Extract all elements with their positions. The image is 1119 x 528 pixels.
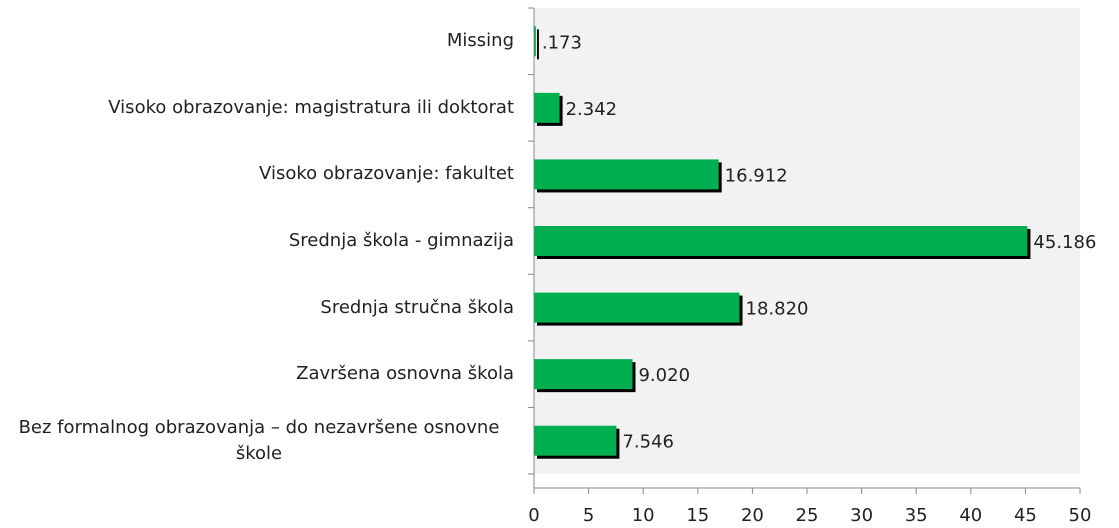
- value-label: 16.912: [725, 165, 788, 186]
- value-label: 9.020: [638, 365, 690, 386]
- y-tick-label: Visoko obrazovanje: magistratura ili dok…: [4, 95, 514, 121]
- bar: [534, 226, 1028, 256]
- y-tick-label: Srednja škola - gimnazija: [4, 228, 514, 254]
- x-tick-label: 40: [959, 505, 982, 526]
- bar: [534, 292, 740, 323]
- value-label: 45.186: [1033, 232, 1096, 253]
- y-tick-label-text: Srednja stručna škola: [320, 296, 514, 318]
- x-tick-label: 0: [528, 505, 539, 526]
- y-tick-label: Završena osnovna škola: [4, 361, 514, 387]
- x-tick-label: 30: [850, 505, 873, 526]
- bar: [534, 159, 719, 190]
- x-tick-label: 45: [1014, 505, 1037, 526]
- x-tick-label: 15: [686, 505, 709, 526]
- y-tick-label-text: Srednja škola - gimnazija: [288, 230, 514, 251]
- y-tick-label-text: Missing: [446, 30, 514, 52]
- value-label: 2.342: [566, 99, 618, 120]
- y-tick-label-text: Završena osnovna škola: [296, 363, 514, 385]
- x-tick-label: 10: [632, 505, 655, 526]
- bar: [534, 92, 560, 123]
- value-label: .173: [542, 32, 582, 53]
- y-tick-label: Missing: [4, 28, 514, 54]
- y-tick-label-text: Bez formalnog obrazovanja – do nezavršen…: [18, 416, 500, 464]
- value-label: 18.820: [746, 299, 809, 320]
- y-tick-label: Srednja stručna škola: [4, 295, 514, 321]
- x-tick-label: 50: [1069, 505, 1092, 526]
- x-tick-label: 35: [905, 505, 928, 526]
- y-tick-label-text: Visoko obrazovanje: fakultet: [259, 163, 514, 185]
- x-tick-label: 5: [583, 505, 594, 526]
- bar: [534, 26, 536, 57]
- bar-shadow: [537, 29, 539, 60]
- value-label: 7.546: [622, 432, 674, 453]
- bar: [534, 359, 633, 390]
- y-tick-label-text: Visoko obrazovanje: magistratura ili dok…: [108, 96, 514, 118]
- x-tick-label: 25: [796, 505, 819, 526]
- y-tick-label: Visoko obrazovanje: fakultet: [4, 161, 514, 187]
- y-tick-label: Bez formalnog obrazovanja – do nezavršen…: [4, 415, 514, 467]
- bar: [534, 425, 617, 456]
- x-tick-label: 20: [741, 505, 764, 526]
